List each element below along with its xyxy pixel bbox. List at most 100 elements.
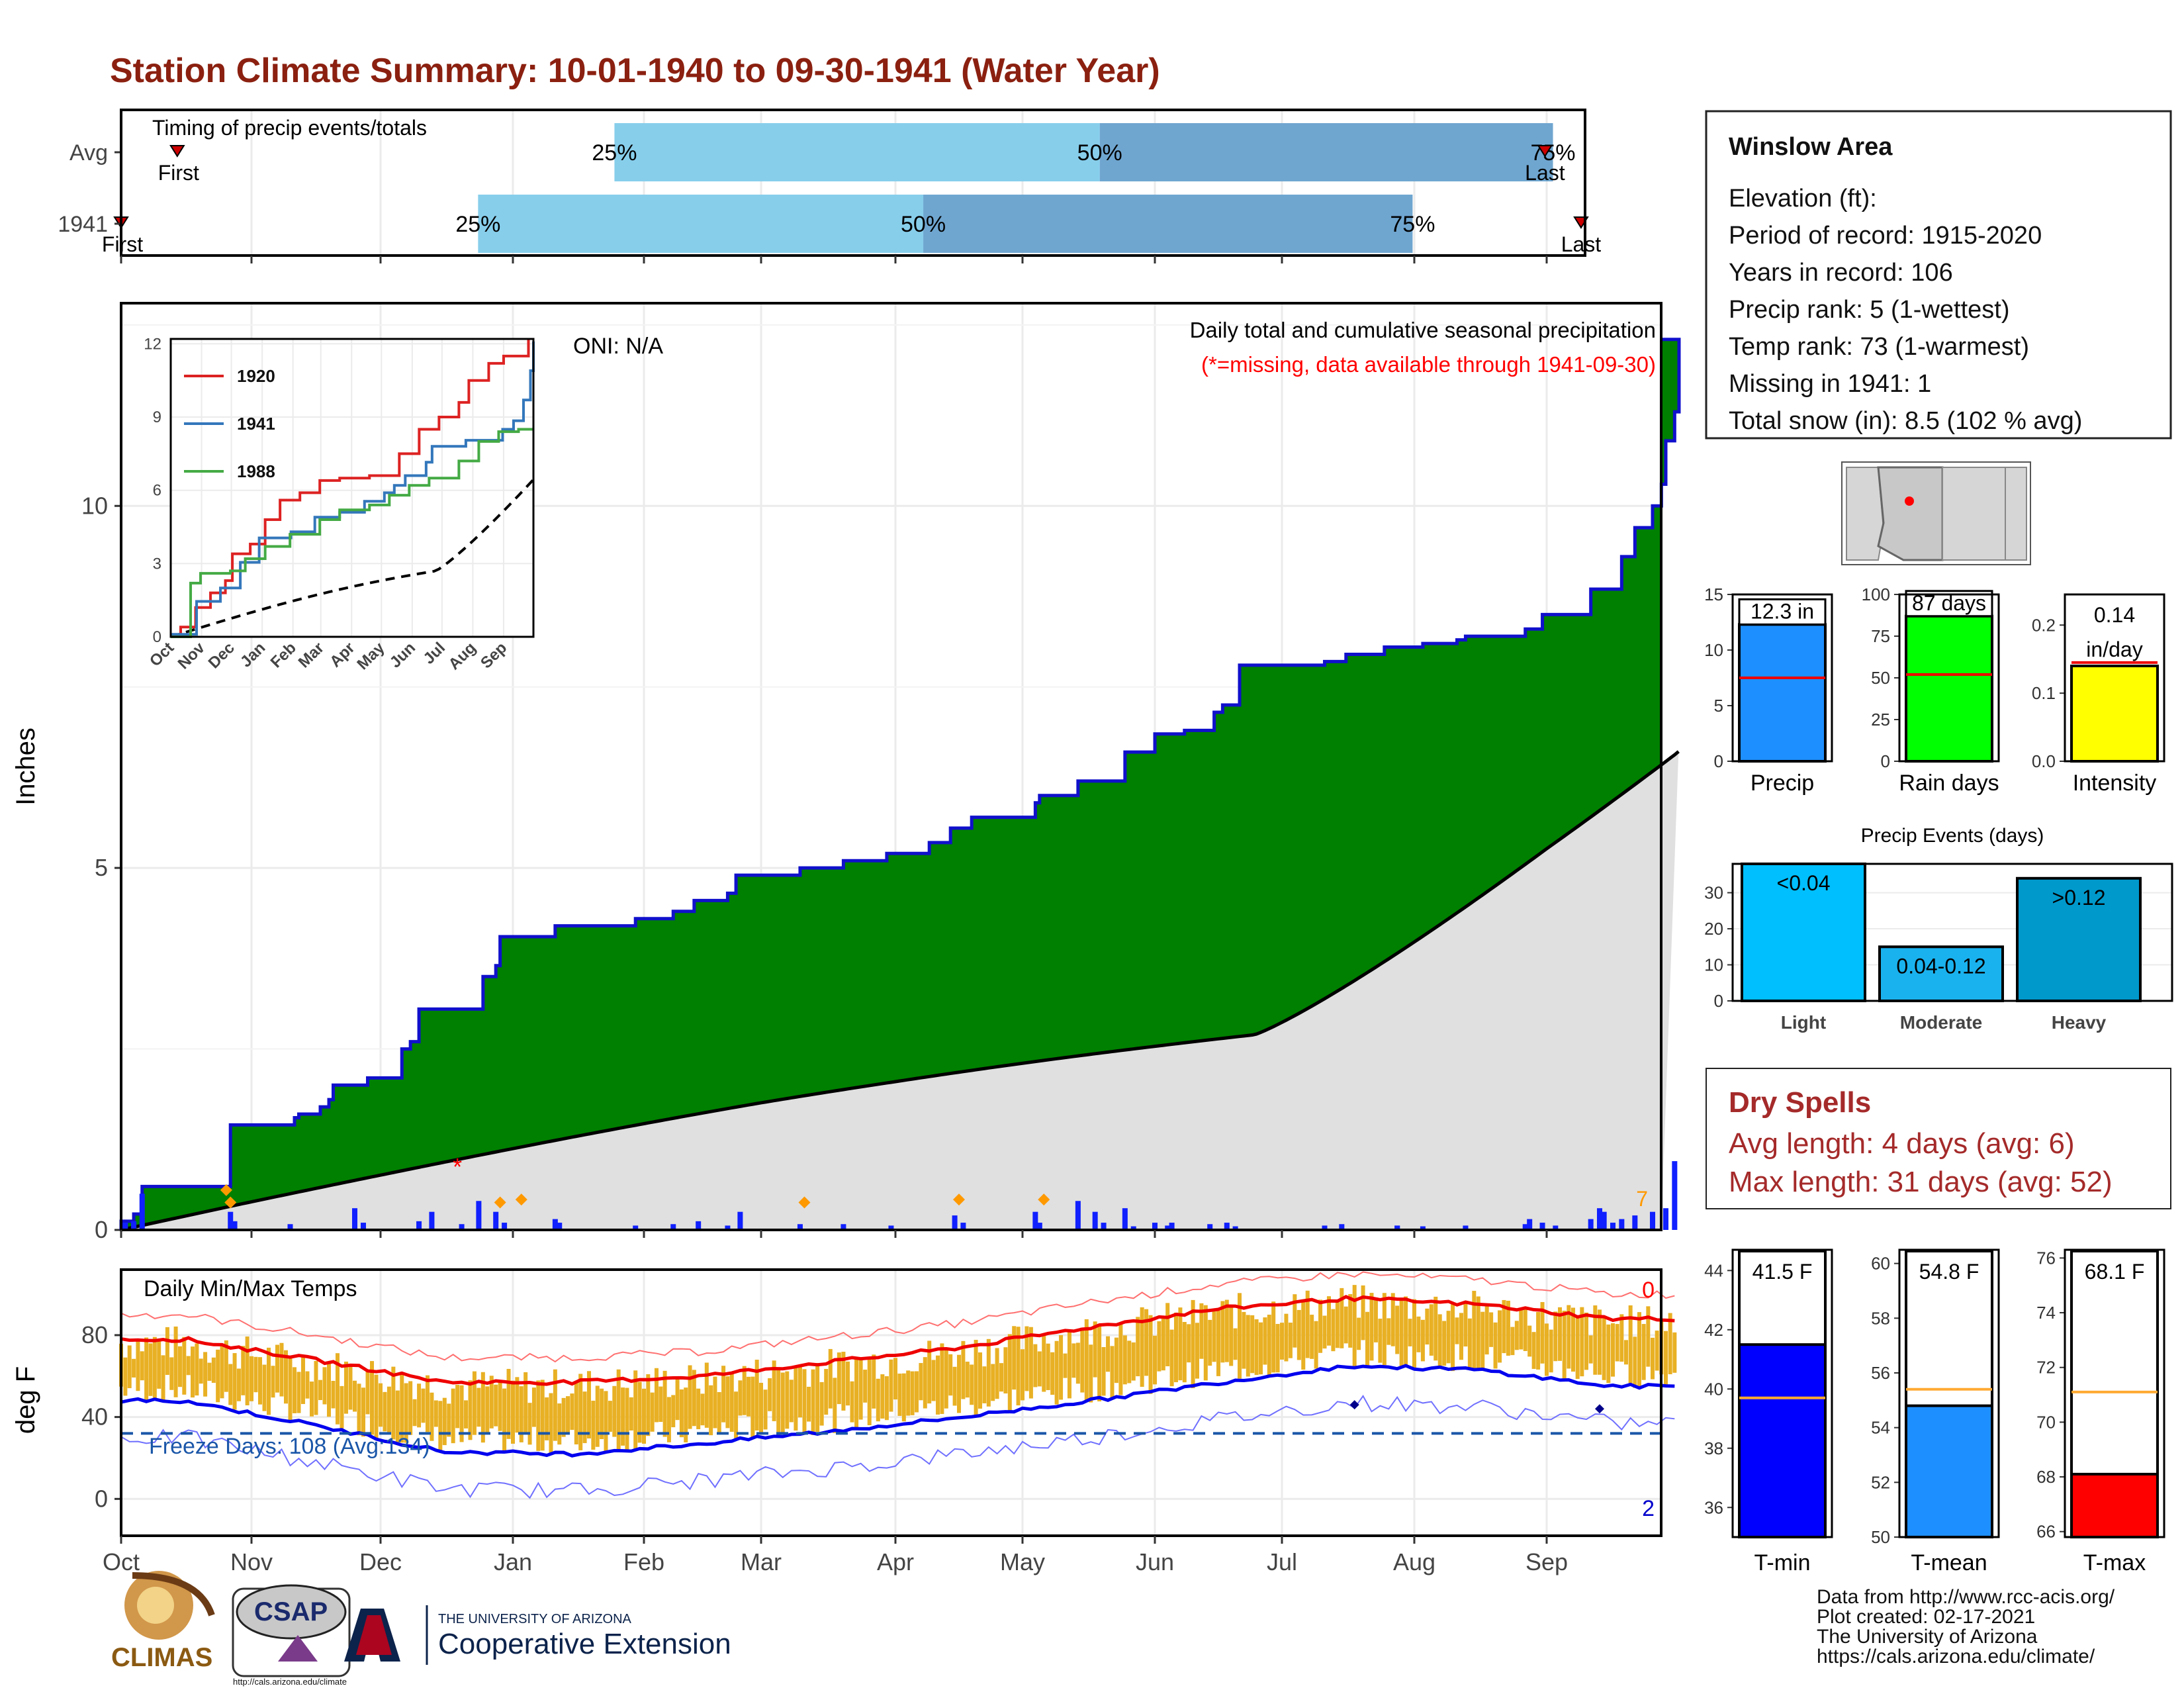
daily-temp-bar bbox=[387, 1386, 391, 1434]
daily-temp-bar bbox=[404, 1383, 408, 1443]
daily-precip-bar bbox=[1122, 1208, 1128, 1230]
daily-temp-bar bbox=[1224, 1299, 1229, 1362]
daily-temp-bar bbox=[1003, 1347, 1008, 1394]
temp-panel-title: Daily Min/Max Temps bbox=[144, 1276, 357, 1301]
daily-temp-bar bbox=[659, 1386, 663, 1423]
daily-precip-bar bbox=[1224, 1223, 1230, 1230]
daily-temp-bar bbox=[152, 1336, 157, 1399]
temp-bar-y-tick-label: 72 bbox=[2036, 1358, 2056, 1378]
temp-frame bbox=[120, 1268, 1662, 1537]
mini-bar-value-label: 12.3 in bbox=[1751, 599, 1814, 623]
daily-temp-bar bbox=[455, 1385, 460, 1429]
daily-temp-bar bbox=[1637, 1312, 1641, 1388]
daily-temp-bar bbox=[494, 1384, 498, 1427]
events-y-tick-label: 20 bbox=[1704, 919, 1723, 939]
daily-temp-bar bbox=[177, 1346, 182, 1387]
mini-y-tick-label: 15 bbox=[1704, 585, 1723, 604]
daily-temp-bar bbox=[1531, 1332, 1536, 1369]
daily-temp-bar bbox=[1263, 1317, 1267, 1365]
daily-temp-bar bbox=[1318, 1299, 1323, 1353]
daily-temp-bar bbox=[906, 1370, 911, 1416]
daily-temp-bar bbox=[468, 1380, 473, 1440]
daily-temp-bar bbox=[1611, 1323, 1615, 1377]
daily-temp-bar bbox=[327, 1363, 331, 1417]
daily-temp-bar bbox=[797, 1366, 802, 1418]
mini-y-tick-label: 50 bbox=[1871, 668, 1890, 688]
daily-temp-bar bbox=[1455, 1317, 1459, 1344]
daily-temp-bar bbox=[561, 1397, 566, 1437]
daily-temp-bar bbox=[802, 1369, 807, 1434]
daily-temp-bar bbox=[144, 1337, 149, 1401]
daily-temp-bar bbox=[442, 1397, 447, 1446]
daily-temp-bar bbox=[957, 1354, 961, 1413]
temp-bar-y-tick-label: 42 bbox=[1704, 1320, 1723, 1340]
inset-y-tick-label: 12 bbox=[144, 335, 161, 353]
inset-frame bbox=[169, 338, 535, 638]
daily-temp-bar bbox=[759, 1382, 763, 1433]
daily-temp-bar bbox=[199, 1358, 203, 1384]
daily-temp-bar bbox=[1493, 1322, 1498, 1369]
month-label: May bbox=[1000, 1548, 1045, 1575]
daily-temp-bar bbox=[961, 1340, 966, 1399]
daily-temp-bar bbox=[1187, 1324, 1191, 1363]
daily-temp-bar bbox=[1619, 1314, 1624, 1362]
mini-bar-axis-label: Intensity bbox=[2073, 771, 2157, 796]
daily-temp-bar bbox=[1502, 1299, 1506, 1354]
daily-temp-bar bbox=[1664, 1331, 1668, 1387]
inset-y-tick-label: 9 bbox=[153, 408, 161, 426]
temp-bar-y-tick-label: 44 bbox=[1704, 1260, 1723, 1280]
daily-temp-bar bbox=[1463, 1301, 1468, 1347]
ua-big-text: Cooperative Extension bbox=[438, 1628, 731, 1660]
daily-temp-bar bbox=[1668, 1313, 1672, 1375]
daily-temp-bar bbox=[1352, 1285, 1357, 1368]
daily-temp-bar bbox=[880, 1374, 885, 1419]
daily-temp-bar bbox=[1246, 1315, 1250, 1377]
daily-temp-bar bbox=[1498, 1310, 1502, 1363]
daily-temp-bar bbox=[1451, 1303, 1455, 1372]
temp-y-axis-title: deg F bbox=[11, 1366, 40, 1434]
daily-temp-bar bbox=[1199, 1303, 1204, 1359]
daily-temp-bar bbox=[936, 1355, 940, 1415]
daily-temp-bar bbox=[692, 1370, 696, 1427]
daily-temp-bar bbox=[549, 1393, 553, 1455]
mini-y-tick-label: 75 bbox=[1871, 626, 1890, 646]
climas-logo[interactable]: CLIMAS bbox=[111, 1571, 215, 1672]
temp-bar-frame bbox=[2064, 1248, 2165, 1538]
daily-temp-bar bbox=[1606, 1324, 1611, 1383]
daily-precip-bar bbox=[1092, 1211, 1098, 1230]
daily-temp-bar bbox=[1437, 1314, 1442, 1368]
daily-temp-bar bbox=[1553, 1311, 1558, 1362]
mini-y-tick-label: 0.2 bbox=[2032, 615, 2056, 635]
university-arizona-logo[interactable]: THE UNIVERSITY OF ARIZONA Cooperative Ex… bbox=[344, 1605, 731, 1665]
daily-temp-bar bbox=[1373, 1297, 1378, 1342]
daily-temp-bar bbox=[279, 1342, 284, 1397]
daily-temp-bar bbox=[1641, 1324, 1646, 1380]
daily-temp-bar bbox=[293, 1367, 296, 1413]
daily-temp-bar bbox=[425, 1375, 430, 1432]
temperature-panel: 0 40 80 Freeze Days: 108 (Avg:134) Daily Min… bbox=[11, 1268, 1677, 1537]
daily-temp-bar bbox=[348, 1364, 353, 1410]
csap-logo[interactable]: CSAP http://cals.arizona.edu/climate bbox=[232, 1584, 351, 1687]
temp-bar-y-tick-label: 68 bbox=[2036, 1467, 2056, 1487]
timing-row-label: 1941 bbox=[58, 212, 108, 237]
daily-temp-bar bbox=[845, 1361, 850, 1406]
daily-temp-bar bbox=[725, 1376, 730, 1429]
daily-temp-bar bbox=[1519, 1307, 1524, 1350]
daily-temp-bar bbox=[1540, 1301, 1545, 1364]
daily-temp-bar bbox=[811, 1369, 815, 1435]
month-label: Sep bbox=[1525, 1548, 1568, 1575]
mini-bar-axis-label: Rain days bbox=[1899, 771, 1999, 796]
daily-temp-bar bbox=[897, 1374, 902, 1416]
daily-temp-bar bbox=[1476, 1296, 1480, 1370]
daily-temp-bar bbox=[785, 1371, 790, 1429]
daily-temp-bar bbox=[519, 1386, 523, 1442]
daily-temp-bar bbox=[365, 1372, 370, 1415]
daily-temp-bar bbox=[1259, 1322, 1263, 1375]
daily-temp-bar bbox=[919, 1363, 923, 1401]
daily-temp-bar bbox=[557, 1403, 562, 1445]
mini-y-tick-label: 0.1 bbox=[2032, 683, 2056, 703]
daily-temp-bar bbox=[511, 1380, 515, 1444]
daily-temp-bar bbox=[974, 1340, 978, 1416]
precip-events-chart: Precip Events (days) 0 10 20 30 <0.04 Light 0.0… bbox=[1704, 825, 2173, 1033]
